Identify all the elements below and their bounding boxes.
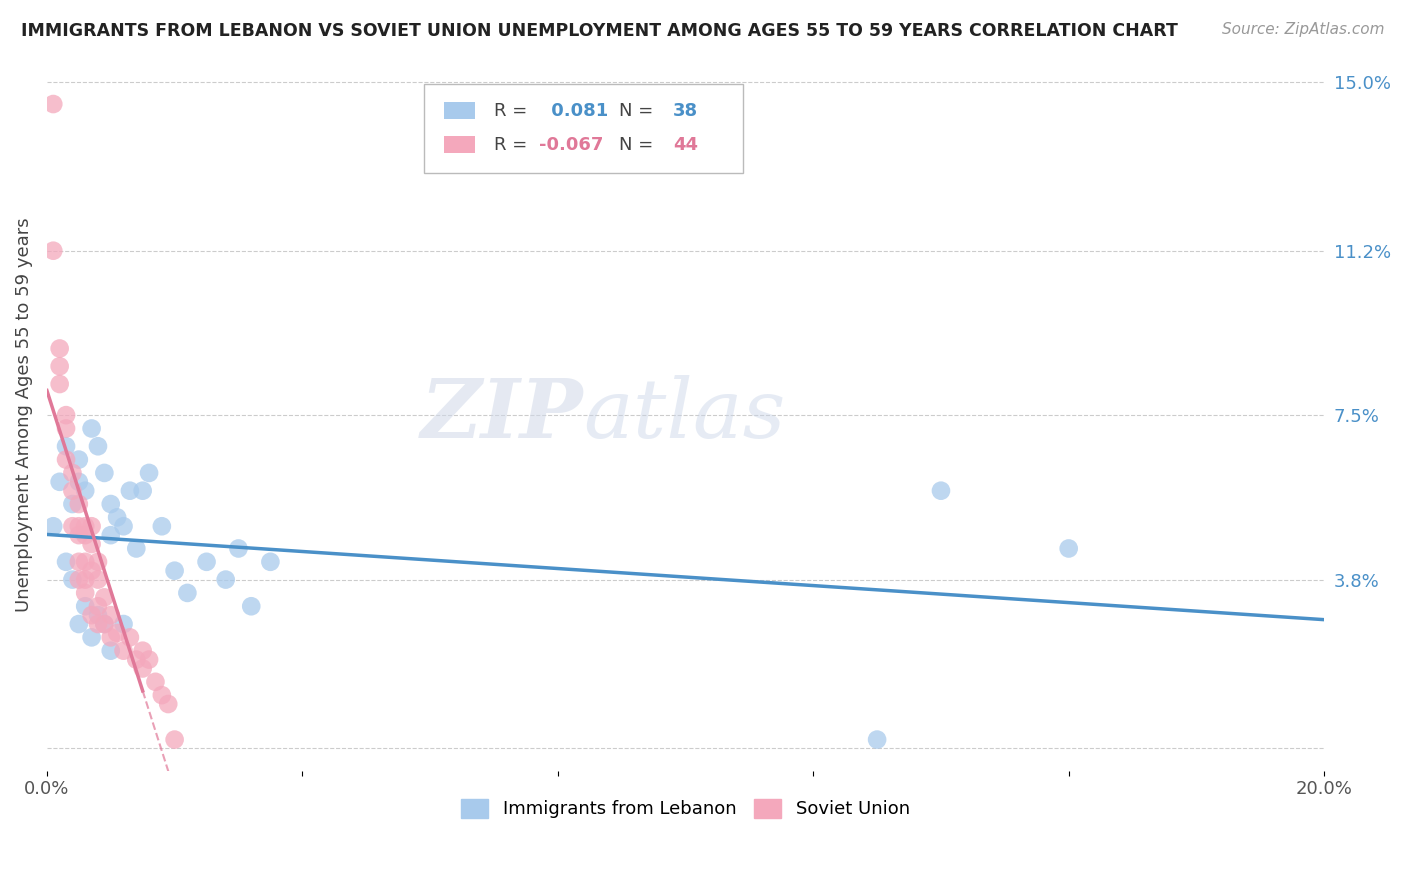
Point: [80, 421, 103, 435]
Point: [93, 617, 115, 632]
Point: [1057, 541, 1080, 556]
Text: 44: 44: [672, 136, 697, 154]
Point: [48, 342, 70, 356]
Point: [87, 439, 110, 453]
Point: [67, 475, 90, 489]
Point: [75, 528, 97, 542]
Point: [80, 537, 103, 551]
Point: [55, 439, 77, 453]
Point: [157, 697, 180, 711]
Point: [62, 519, 84, 533]
Point: [80, 564, 103, 578]
Point: [42, 519, 65, 533]
Point: [93, 591, 115, 605]
Text: -0.067: -0.067: [538, 136, 603, 154]
Point: [75, 599, 97, 614]
Point: [112, 519, 135, 533]
FancyBboxPatch shape: [444, 103, 475, 120]
Point: [55, 452, 77, 467]
Point: [228, 541, 250, 556]
Point: [67, 528, 90, 542]
Point: [62, 483, 84, 498]
Point: [125, 652, 148, 666]
Text: atlas: atlas: [583, 376, 786, 455]
Point: [215, 573, 238, 587]
Text: 0.081: 0.081: [546, 102, 609, 120]
Point: [87, 608, 110, 623]
Point: [163, 732, 186, 747]
Point: [100, 497, 122, 511]
Point: [105, 626, 128, 640]
Text: IMMIGRANTS FROM LEBANON VS SOVIET UNION UNEMPLOYMENT AMONG AGES 55 TO 59 YEARS C: IMMIGRANTS FROM LEBANON VS SOVIET UNION …: [21, 22, 1178, 40]
Point: [93, 617, 115, 632]
Point: [125, 541, 148, 556]
Point: [176, 586, 198, 600]
Point: [100, 608, 122, 623]
Point: [259, 555, 281, 569]
Y-axis label: Unemployment Among Ages 55 to 59 years: Unemployment Among Ages 55 to 59 years: [15, 218, 32, 613]
Point: [150, 519, 173, 533]
Point: [240, 599, 263, 614]
Point: [75, 483, 97, 498]
Text: N =: N =: [619, 136, 654, 154]
Point: [67, 573, 90, 587]
Point: [75, 555, 97, 569]
Point: [75, 573, 97, 587]
Point: [67, 555, 90, 569]
Point: [87, 599, 110, 614]
Point: [131, 483, 153, 498]
Point: [48, 359, 70, 374]
Point: [87, 617, 110, 632]
Point: [80, 608, 103, 623]
Point: [93, 466, 115, 480]
Text: R =: R =: [494, 136, 527, 154]
Point: [100, 528, 122, 542]
Point: [67, 617, 90, 632]
Point: [55, 421, 77, 435]
Point: [55, 408, 77, 422]
Point: [100, 631, 122, 645]
Point: [80, 631, 103, 645]
Point: [67, 519, 90, 533]
Point: [866, 732, 889, 747]
Point: [75, 519, 97, 533]
Point: [62, 497, 84, 511]
Point: [138, 466, 160, 480]
Text: R =: R =: [494, 102, 527, 120]
Text: ZIP: ZIP: [420, 376, 583, 455]
Point: [118, 483, 141, 498]
Point: [112, 617, 135, 632]
Point: [145, 674, 167, 689]
Point: [131, 661, 153, 675]
Point: [195, 555, 218, 569]
Text: 38: 38: [672, 102, 697, 120]
Point: [112, 643, 135, 657]
Point: [80, 519, 103, 533]
Point: [105, 510, 128, 524]
Point: [42, 97, 65, 112]
Point: [48, 377, 70, 392]
Point: [75, 586, 97, 600]
Point: [67, 497, 90, 511]
Point: [138, 652, 160, 666]
Point: [62, 466, 84, 480]
Legend: Immigrants from Lebanon, Soviet Union: Immigrants from Lebanon, Soviet Union: [454, 792, 917, 826]
Point: [163, 564, 186, 578]
Text: Source: ZipAtlas.com: Source: ZipAtlas.com: [1222, 22, 1385, 37]
Point: [100, 643, 122, 657]
Point: [87, 573, 110, 587]
Point: [48, 475, 70, 489]
Point: [55, 555, 77, 569]
Point: [929, 483, 952, 498]
Point: [67, 452, 90, 467]
Point: [131, 643, 153, 657]
Point: [150, 688, 173, 702]
Point: [118, 631, 141, 645]
Point: [42, 244, 65, 258]
Point: [62, 573, 84, 587]
Point: [87, 555, 110, 569]
FancyBboxPatch shape: [444, 136, 475, 153]
Text: N =: N =: [619, 102, 654, 120]
FancyBboxPatch shape: [423, 85, 742, 173]
